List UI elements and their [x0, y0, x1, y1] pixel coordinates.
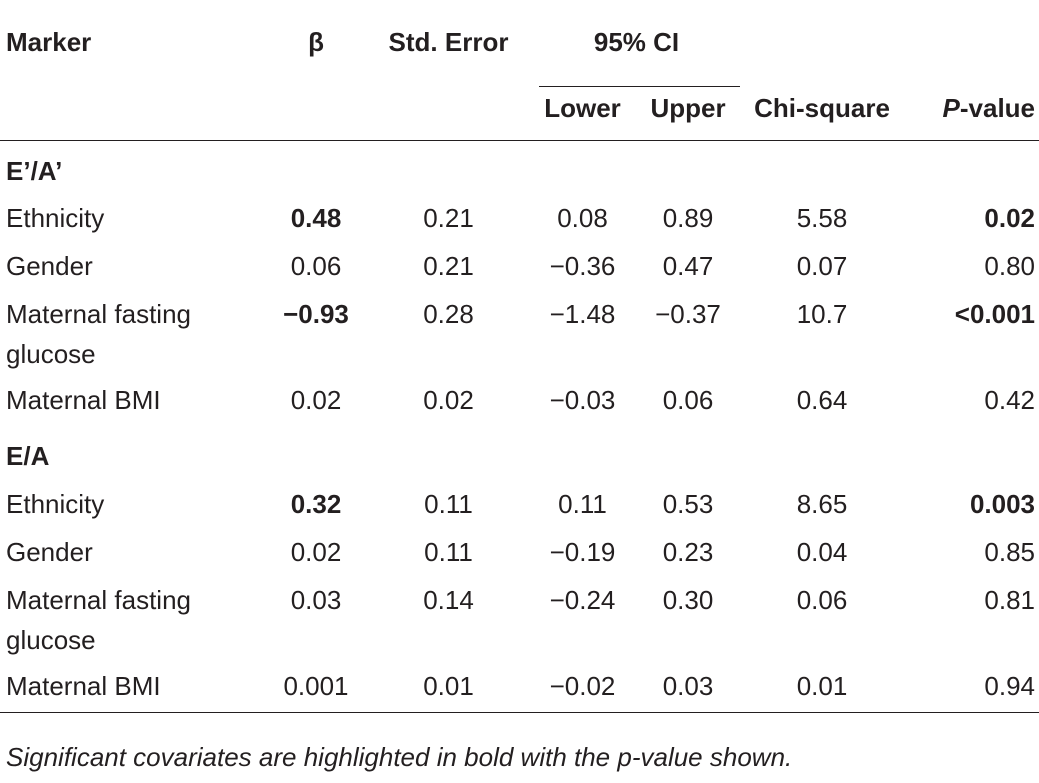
cell-p-value: 0.80 — [984, 251, 1036, 281]
cell-marker: Gender — [6, 251, 93, 281]
cell-ci-lower: 0.11 — [558, 489, 607, 519]
cell-ci-upper: 0.23 — [662, 537, 714, 567]
cell-marker: Ethnicity — [6, 203, 105, 233]
cell-p-value: 0.42 — [984, 385, 1036, 415]
cell-beta: 0.32 — [290, 489, 342, 519]
header-row-top: Marker β Std. Error 95% CI — [0, 4, 1039, 87]
header-p-value-italic: P — [942, 93, 960, 123]
cell-p-value: 0.85 — [984, 537, 1036, 567]
header-blank-beta — [266, 80, 366, 141]
section-title: E/A — [6, 441, 50, 471]
cell-beta: 0.03 — [290, 585, 342, 615]
header-lower: Lower — [531, 80, 634, 141]
header-row-bottom: Lower Upper Chi-square P-value — [0, 80, 1039, 141]
cell-marker: Gender — [6, 537, 93, 567]
cell-p-value: 0.81 — [984, 585, 1036, 615]
cell-ci-upper: 0.89 — [662, 203, 714, 233]
cell-std-error: 0.02 — [423, 385, 474, 415]
cell-marker: Maternal BMI — [6, 385, 161, 415]
cell-ci-lower: −0.02 — [531, 664, 634, 713]
section-header-row: E’/A’ — [0, 140, 1039, 196]
header-95-ci-label: 95% CI — [593, 27, 680, 57]
header-95-ci: 95% CI — [531, 4, 742, 87]
cell-beta: 0.001 — [266, 664, 366, 713]
cell-chi-square: 0.04 — [796, 537, 848, 567]
cell-beta: 0.48 — [290, 203, 342, 233]
cell-ci-lower: −1.48 — [549, 299, 616, 329]
table-row: Maternal BMI 0.02 0.02 −0.03 0.06 0.64 0.42 — [0, 378, 1039, 426]
cell-std-error: 0.14 — [423, 585, 474, 615]
cell-marker: Maternal BMI — [0, 664, 266, 713]
table-row: Maternal BMI 0.001 0.01 −0.02 0.03 0.01 0.94 — [0, 664, 1039, 713]
table-row: Gender 0.02 0.11 −0.19 0.23 0.04 0.85 — [0, 530, 1039, 578]
header-marker: Marker — [6, 27, 92, 57]
cell-beta: −0.93 — [283, 299, 349, 329]
cell-chi-square: 5.58 — [796, 203, 848, 233]
cell-beta: 0.02 — [290, 537, 342, 567]
cell-std-error: 0.11 — [424, 537, 473, 567]
cell-marker: Ethnicity — [6, 489, 105, 519]
table-body: E’/A’ Ethnicity 0.48 0.21 0.08 0.89 5.58 0.02 Ge… — [0, 140, 1039, 713]
cell-ci-upper: 0.53 — [662, 489, 714, 519]
cell-chi-square: 10.7 — [796, 299, 848, 329]
header-spacer-chi — [742, 4, 902, 80]
cell-marker: Maternal fasting glucose — [6, 299, 191, 369]
section-header-row: E/A — [0, 426, 1039, 482]
cell-ci-lower: −0.36 — [549, 251, 616, 281]
table-row: Ethnicity 0.48 0.21 0.08 0.89 5.58 0.02 — [0, 196, 1039, 244]
table-row: Maternal fasting glucose −0.93 0.28 −1.48 −0… — [0, 292, 1039, 378]
cell-ci-upper: 0.30 — [662, 585, 714, 615]
cell-chi-square: 0.64 — [796, 385, 848, 415]
cell-std-error: 0.01 — [366, 664, 531, 713]
cell-ci-upper: −0.37 — [655, 299, 721, 329]
regression-results-table: Marker β Std. Error 95% CI Lower Upper C… — [0, 4, 1039, 713]
cell-marker: Maternal fasting glucose — [6, 585, 191, 655]
cell-p-value: <0.001 — [954, 299, 1036, 329]
cell-p-value: 0.003 — [969, 489, 1036, 519]
header-blank-marker — [0, 80, 266, 141]
cell-ci-upper: 0.06 — [662, 385, 714, 415]
header-p-value-rest: -value — [959, 93, 1036, 123]
cell-ci-lower: −0.03 — [549, 385, 616, 415]
header-chi-square: Chi-square — [742, 80, 903, 141]
header-p-value: P-value — [902, 80, 1039, 141]
cell-ci-upper: 0.03 — [634, 664, 743, 713]
cell-ci-lower: −0.19 — [549, 537, 616, 567]
section-title: E’/A’ — [6, 155, 63, 186]
header-std-error: Std. Error — [388, 27, 509, 57]
cell-chi-square: 0.07 — [796, 251, 848, 281]
cell-chi-square: 0.01 — [742, 664, 903, 713]
ci-spanner-rule — [539, 86, 741, 87]
cell-std-error: 0.28 — [423, 299, 474, 329]
header-beta: β — [308, 27, 324, 57]
table-row: Gender 0.06 0.21 −0.36 0.47 0.07 0.80 — [0, 244, 1039, 292]
cell-p-value: 0.02 — [984, 203, 1036, 233]
cell-beta: 0.06 — [290, 251, 342, 281]
header-blank-se — [366, 80, 531, 141]
cell-p-value: 0.94 — [902, 664, 1039, 713]
cell-chi-square: 8.65 — [796, 489, 848, 519]
table-row: Maternal fasting glucose 0.03 0.14 −0.24 0.3… — [0, 578, 1039, 664]
cell-chi-square: 0.06 — [796, 585, 848, 615]
table-header: Marker β Std. Error 95% CI Lower Upper C… — [0, 4, 1039, 141]
header-spacer-p — [902, 4, 1039, 80]
cell-std-error: 0.21 — [423, 251, 474, 281]
cell-ci-lower: −0.24 — [549, 585, 616, 615]
cell-ci-lower: 0.08 — [557, 203, 608, 233]
cell-ci-upper: 0.47 — [662, 251, 714, 281]
cell-std-error: 0.11 — [424, 489, 473, 519]
table-row: Ethnicity 0.32 0.11 0.11 0.53 8.65 0.003 — [0, 482, 1039, 530]
cell-beta: 0.02 — [290, 385, 342, 415]
cell-std-error: 0.21 — [423, 203, 474, 233]
table-footnote: Significant covariates are highlighted i… — [6, 742, 793, 772]
header-upper: Upper — [634, 80, 743, 141]
